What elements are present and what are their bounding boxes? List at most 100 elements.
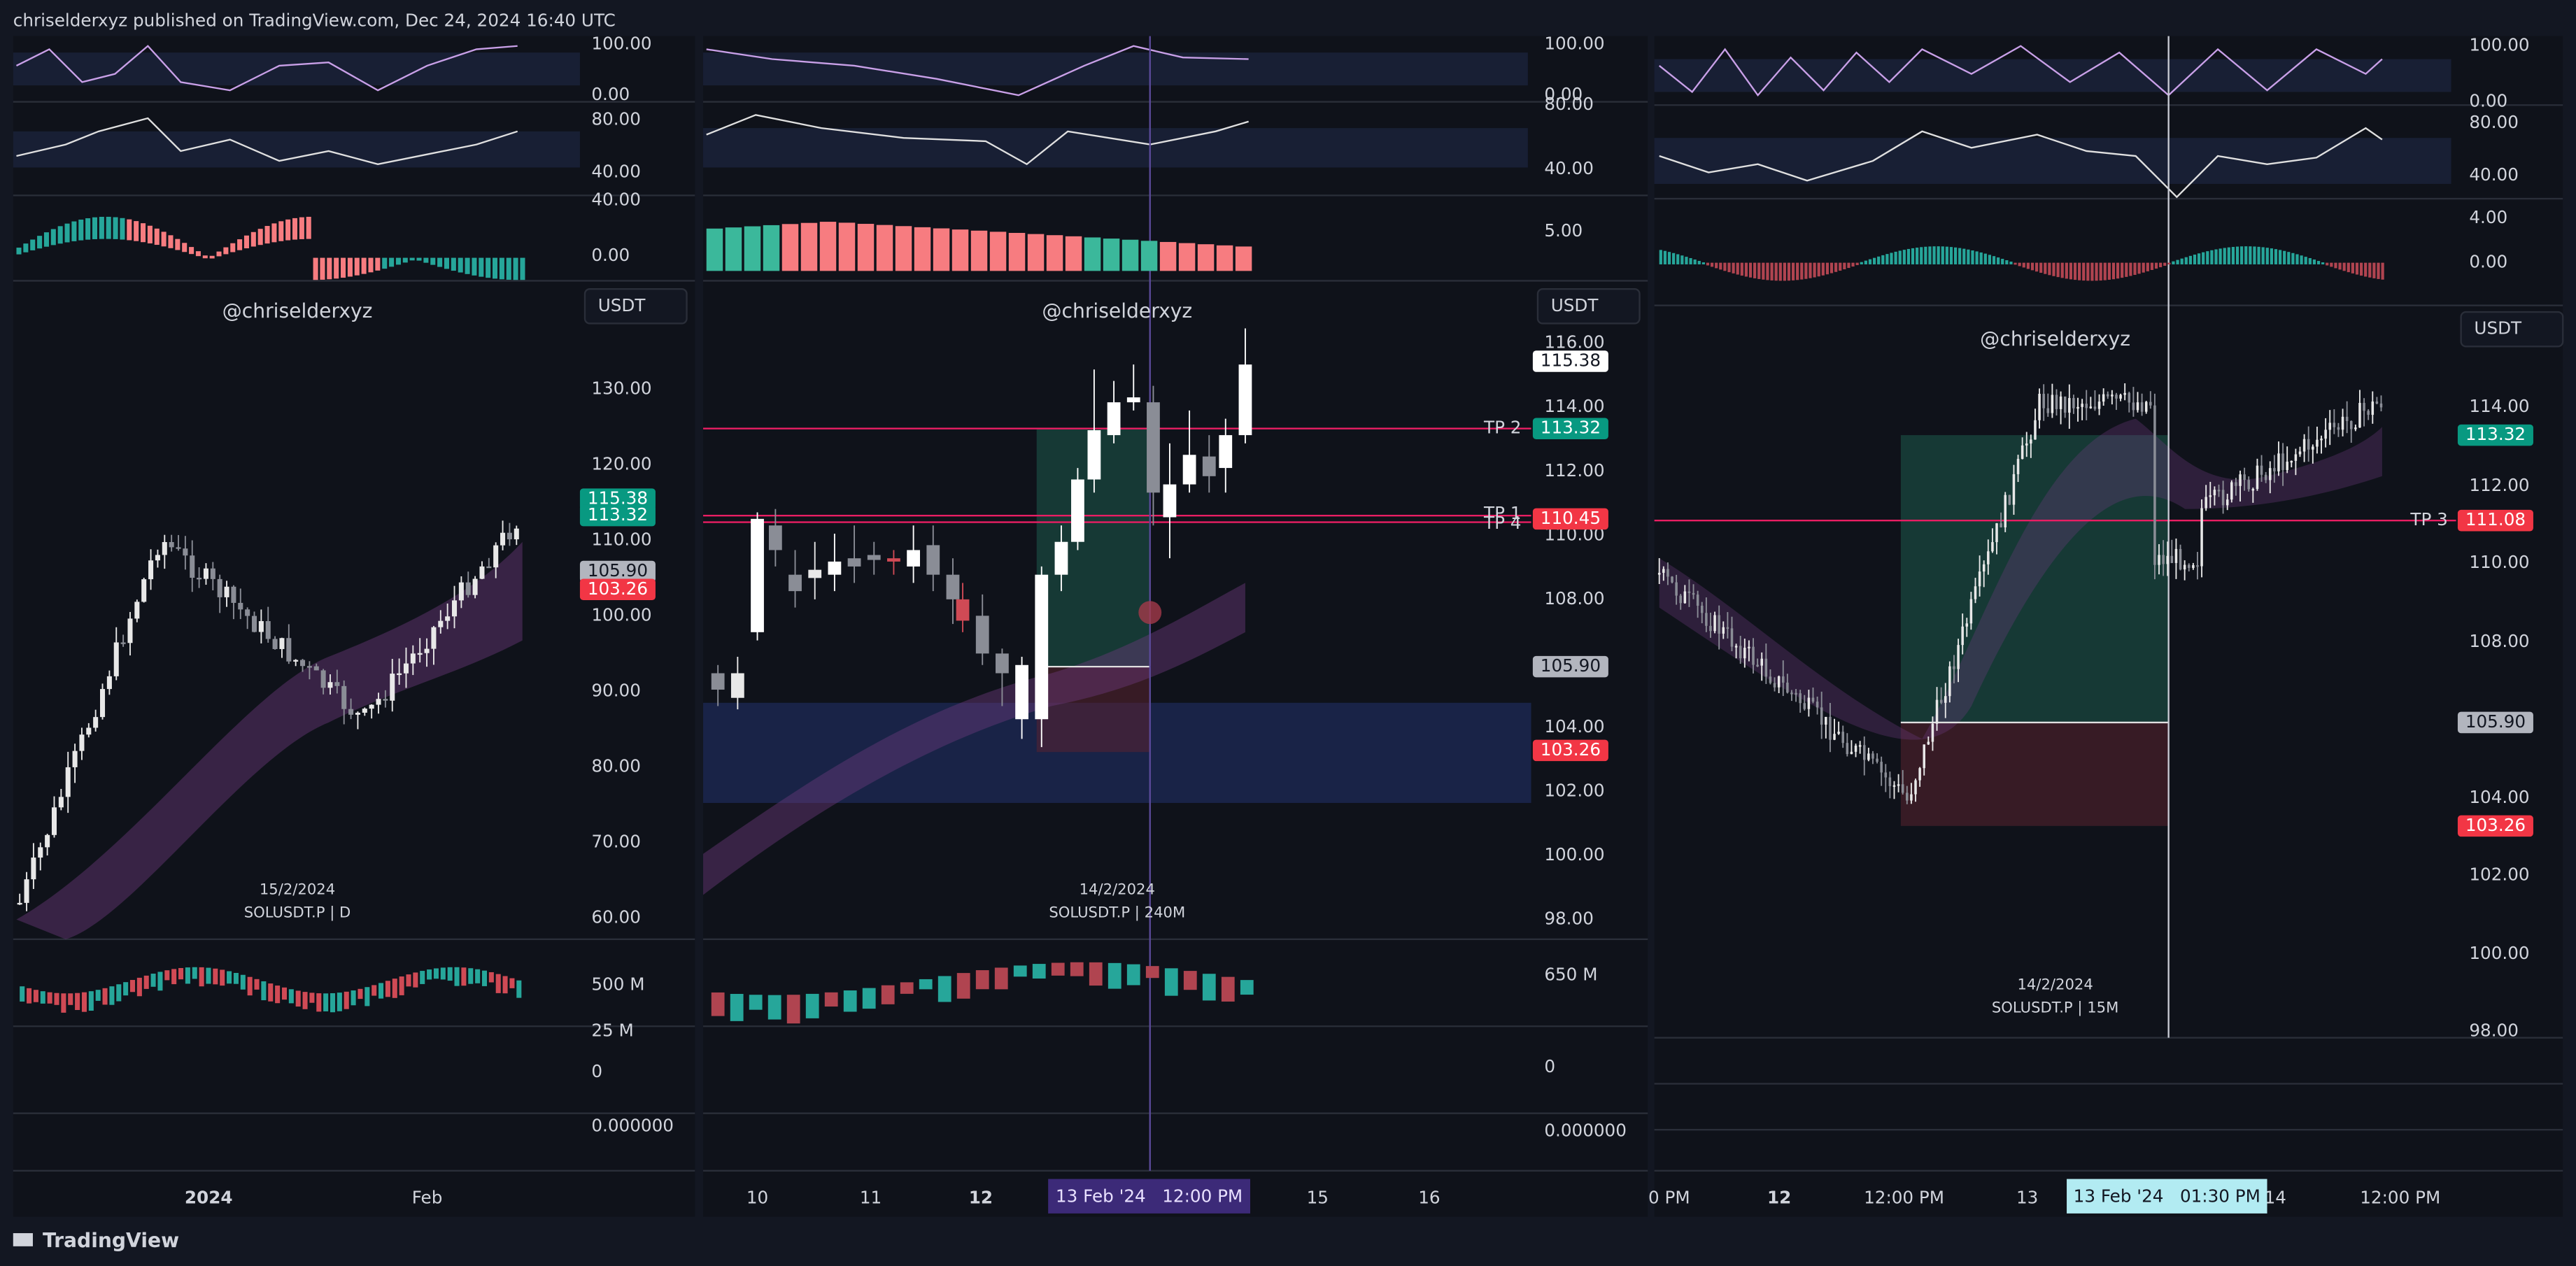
volume-bar xyxy=(295,990,301,1007)
price-tag: 105.90 xyxy=(1541,655,1601,676)
macd-bar xyxy=(1762,262,1765,280)
price-tag: 103.26 xyxy=(1541,739,1601,760)
candle-body xyxy=(313,666,319,671)
macd-bar xyxy=(23,243,29,253)
volume-bar xyxy=(365,987,370,1007)
candle-body xyxy=(2345,416,2349,421)
candle-body xyxy=(224,586,229,597)
candle-body xyxy=(417,653,423,655)
macd-bar xyxy=(347,257,353,277)
candle-body xyxy=(445,616,451,621)
candle-body xyxy=(251,616,257,632)
price-axis-label: 130.00 xyxy=(591,378,651,398)
candle-body xyxy=(2102,394,2105,402)
macd-bar xyxy=(1727,262,1731,273)
header-title: chriselderxyz published on TradingView.c… xyxy=(13,10,616,31)
macd-bar xyxy=(2235,246,2239,264)
macd-bar xyxy=(1906,248,1911,264)
candle-body xyxy=(2196,565,2199,567)
candle-body xyxy=(2111,394,2114,397)
macd-bar xyxy=(16,248,22,255)
volume-bar xyxy=(123,982,129,996)
candle-body xyxy=(493,545,499,568)
macd-bar xyxy=(368,257,374,273)
candle-body xyxy=(1764,658,1768,677)
price-axis-label: 100.00 xyxy=(1544,844,1604,865)
macd-bar xyxy=(223,247,229,255)
volume-bar xyxy=(337,993,342,1011)
volume-bar xyxy=(150,974,156,987)
macd-bar xyxy=(1216,245,1233,271)
macd-bar xyxy=(230,243,236,253)
volume-bar xyxy=(143,975,149,989)
footer-brand: TradingView xyxy=(43,1229,179,1252)
candle-body xyxy=(397,673,402,676)
macd-bar xyxy=(92,217,98,239)
volume-bar xyxy=(164,970,170,981)
macd-bar xyxy=(1697,261,1701,264)
macd-bar xyxy=(1693,259,1697,264)
candle-body xyxy=(279,638,285,649)
candle-body xyxy=(141,579,147,602)
macd-bar xyxy=(1979,252,1983,264)
macd-bar xyxy=(876,225,893,271)
macd-bar xyxy=(1701,262,1705,264)
macd-bar xyxy=(1937,246,1940,264)
volume-axis-label: 0 xyxy=(1544,1056,1555,1076)
macd-bar xyxy=(2018,262,2021,266)
candle-body xyxy=(828,561,842,575)
macd-bar xyxy=(202,255,208,259)
macd-bar xyxy=(2223,248,2226,264)
macd-bar xyxy=(1140,241,1158,271)
candle-body xyxy=(2341,416,2344,430)
macd-bar xyxy=(1975,251,1979,264)
candle-body xyxy=(2081,404,2083,407)
candle-body xyxy=(2051,394,2054,413)
macd-bar xyxy=(2359,262,2363,276)
macd-bar xyxy=(120,218,125,240)
candle-body xyxy=(1769,676,1772,683)
volume-bar xyxy=(413,972,418,988)
price-tag-bg xyxy=(1532,739,1608,762)
time-axis-label: Feb xyxy=(412,1188,443,1208)
macd-bar xyxy=(1672,253,1676,264)
candle-body xyxy=(1671,576,1673,583)
macd-bar xyxy=(486,257,491,278)
currency-button-bg xyxy=(583,288,688,325)
time-axis-label: 15 xyxy=(1307,1188,1329,1208)
candle-body xyxy=(1846,743,1849,755)
volume-bar xyxy=(488,972,494,983)
macd-bar xyxy=(85,218,91,240)
candle-body xyxy=(2174,548,2178,563)
candle-body xyxy=(1995,523,1998,543)
watermark: @chriselderxyz xyxy=(222,299,373,322)
macd-bar xyxy=(2368,262,2372,278)
volume-bar xyxy=(427,969,432,980)
macd-bar xyxy=(1103,239,1120,271)
time-axis-label: 16 xyxy=(1418,1188,1440,1208)
candle-body xyxy=(1841,732,1844,744)
watermark: @chriselderxyz xyxy=(1980,327,2130,350)
volume-bar xyxy=(1202,974,1216,1001)
price-axis-label: 104.00 xyxy=(1544,716,1604,737)
macd-bar xyxy=(216,251,222,257)
candle-body xyxy=(2205,497,2207,508)
macd-bar xyxy=(2334,262,2337,269)
oscillator-axis-label: 0.00 xyxy=(591,245,630,265)
volume-bar xyxy=(824,992,838,1007)
oscillator-axis-label: 100.00 xyxy=(2469,35,2529,55)
volume-bar xyxy=(937,976,951,1002)
candle-body xyxy=(451,600,458,617)
macd-bar xyxy=(1659,250,1662,264)
macd-bar xyxy=(2111,262,2116,280)
volume-bar xyxy=(502,976,508,994)
candle-body xyxy=(2363,403,2365,411)
candle-body xyxy=(1107,402,1121,436)
price-axis-label: 112.00 xyxy=(1544,460,1604,481)
macd-bar xyxy=(2338,262,2342,270)
candle-body xyxy=(169,541,174,548)
macd-bar xyxy=(1898,250,1902,264)
candle-body xyxy=(1752,646,1755,665)
time-axis-label: 10 xyxy=(746,1188,768,1208)
macd-bar xyxy=(1800,262,1804,280)
